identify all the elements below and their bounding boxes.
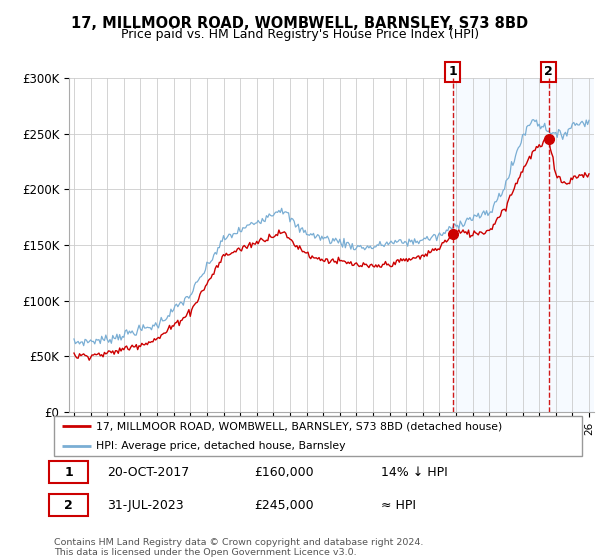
Text: 31-JUL-2023: 31-JUL-2023 [107,498,184,512]
Bar [549,78,600,412]
FancyBboxPatch shape [49,494,88,516]
FancyBboxPatch shape [49,461,88,483]
Text: 2: 2 [544,66,553,78]
Text: 17, MILLMOOR ROAD, WOMBWELL, BARNSLEY, S73 8BD (detached house): 17, MILLMOOR ROAD, WOMBWELL, BARNSLEY, S… [96,421,502,431]
Text: Contains HM Land Registry data © Crown copyright and database right 2024.
This d: Contains HM Land Registry data © Crown c… [54,538,424,557]
Text: 14% ↓ HPI: 14% ↓ HPI [382,465,448,479]
Text: 2: 2 [64,498,73,512]
Text: HPI: Average price, detached house, Barnsley: HPI: Average price, detached house, Barn… [96,441,346,451]
Text: 20-OCT-2017: 20-OCT-2017 [107,465,189,479]
Bar [453,78,600,412]
Text: ≈ HPI: ≈ HPI [382,498,416,512]
Text: 1: 1 [64,465,73,479]
Text: £160,000: £160,000 [254,465,314,479]
Text: 17, MILLMOOR ROAD, WOMBWELL, BARNSLEY, S73 8BD: 17, MILLMOOR ROAD, WOMBWELL, BARNSLEY, S… [71,16,529,31]
Text: 1: 1 [448,66,457,78]
FancyBboxPatch shape [54,416,582,456]
Text: £245,000: £245,000 [254,498,314,512]
Text: Price paid vs. HM Land Registry's House Price Index (HPI): Price paid vs. HM Land Registry's House … [121,28,479,41]
